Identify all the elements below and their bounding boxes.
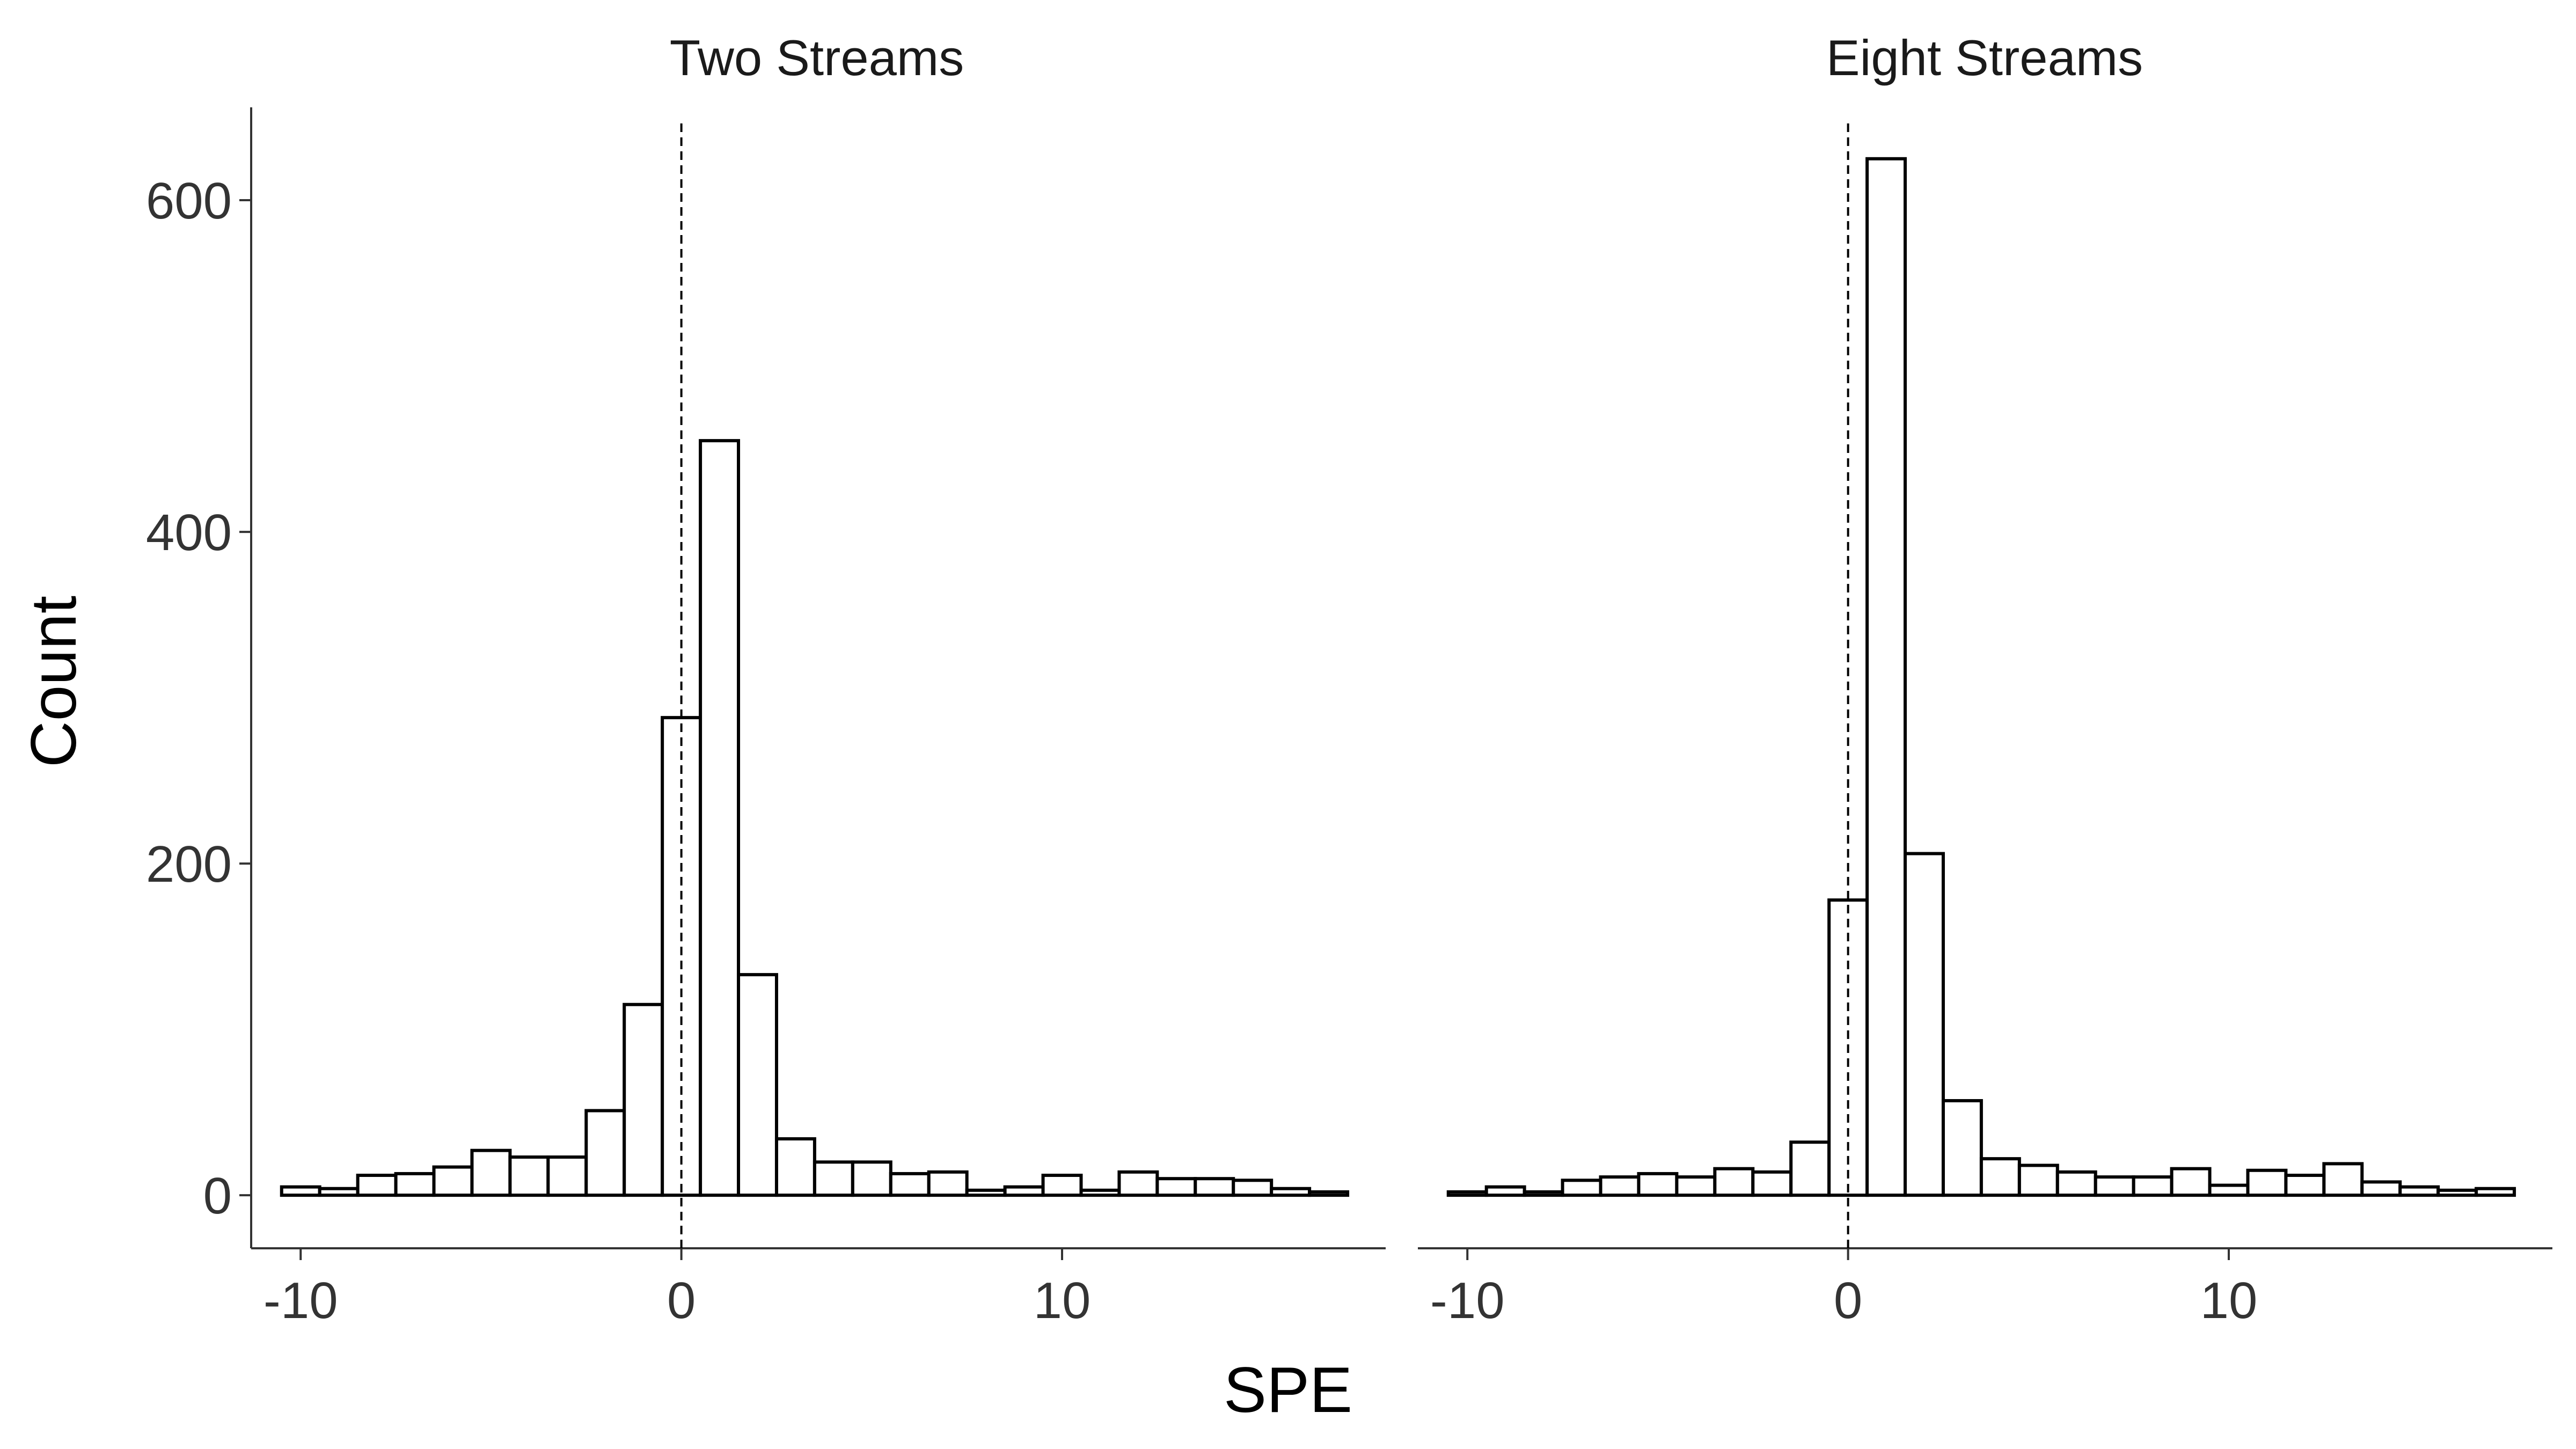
histogram-bar — [1270, 1187, 1312, 1197]
histogram-bar — [470, 1148, 512, 1197]
histogram-bar — [1484, 1185, 1526, 1197]
histogram-bar — [2398, 1185, 2440, 1197]
histogram-bar — [432, 1165, 474, 1197]
histogram-bar — [774, 1137, 816, 1197]
x-tick-label: 0 — [667, 1272, 696, 1329]
histogram-bar — [394, 1172, 436, 1197]
y-axis-title: Count — [18, 595, 90, 768]
histogram-bar — [508, 1155, 550, 1197]
histogram-bar — [851, 1160, 892, 1197]
histogram-bar — [965, 1188, 1007, 1197]
x-tick-label: 10 — [2200, 1272, 2258, 1329]
panel-eight-streams: -10 0 10 — [1418, 123, 2552, 1329]
histogram-bar — [1637, 1172, 1679, 1197]
histogram-bar — [737, 973, 778, 1197]
histogram-bar — [546, 1155, 588, 1197]
histogram-bar — [699, 439, 741, 1197]
histogram-bar — [356, 1174, 398, 1197]
histogram-bar — [1865, 157, 1907, 1197]
histogram-bar — [1599, 1175, 1641, 1197]
histogram-bar — [1155, 1177, 1197, 1197]
histogram-bar — [1041, 1174, 1083, 1197]
histogram-bar — [1561, 1179, 1602, 1197]
panel-two-streams: -10 0 10 — [251, 123, 1386, 1329]
histogram-bar — [1446, 1190, 1488, 1197]
x-tick-label: -10 — [1430, 1272, 1505, 1329]
histogram-bar — [927, 1170, 969, 1197]
histogram-bar — [661, 716, 702, 1197]
panel-title-eight-streams: Eight Streams — [1826, 30, 2143, 86]
histogram-bar — [1308, 1190, 1350, 1197]
histogram-bar — [2284, 1174, 2326, 1197]
histogram-bar — [280, 1185, 321, 1197]
histogram-bar — [1194, 1177, 1235, 1197]
histogram-bar — [2246, 1168, 2288, 1197]
histogram-bar — [2132, 1175, 2174, 1197]
histogram-bar — [1904, 852, 1945, 1197]
histogram-bar — [623, 1002, 664, 1197]
histogram-bar — [2360, 1180, 2402, 1197]
histogram-bar — [889, 1172, 931, 1197]
histogram-bar — [813, 1160, 854, 1197]
histogram-bar — [2475, 1187, 2516, 1197]
y-tick-label: 200 — [146, 836, 232, 893]
histogram-bar — [2170, 1167, 2212, 1197]
histogram-bar — [1523, 1190, 1564, 1197]
histogram-bar — [2322, 1162, 2364, 1197]
x-tick-label: 0 — [1834, 1272, 1862, 1329]
y-axis: 0 200 400 600 — [146, 107, 252, 1248]
y-tick-label: 600 — [146, 172, 232, 230]
histogram-bar — [1789, 1140, 1831, 1197]
histogram-bar — [2094, 1175, 2135, 1197]
histogram-bar — [1979, 1157, 2021, 1197]
histogram-bar — [1079, 1188, 1121, 1197]
histogram-bar — [2208, 1183, 2250, 1197]
histogram-bar — [1003, 1185, 1045, 1197]
y-tick-label: 400 — [146, 504, 232, 561]
histogram-bar — [318, 1187, 360, 1197]
histogram-bar — [1941, 1099, 1983, 1197]
histogram-bar — [1675, 1175, 1717, 1197]
histogram-bar — [1232, 1179, 1274, 1197]
histogram-bar — [584, 1109, 626, 1197]
x-tick-label: -10 — [264, 1272, 338, 1329]
histogram-bar — [2055, 1170, 2097, 1197]
panel-title-two-streams: Two Streams — [669, 30, 964, 86]
histogram-bar — [2436, 1188, 2478, 1197]
x-tick-label: 10 — [1034, 1272, 1091, 1329]
y-tick-label: 0 — [203, 1167, 232, 1225]
histogram-bar — [1117, 1170, 1159, 1197]
histogram-bar — [2017, 1163, 2059, 1197]
histogram-bar — [1751, 1170, 1793, 1197]
histogram-bar — [1713, 1167, 1755, 1197]
x-axis-title: SPE — [1223, 1354, 1353, 1426]
